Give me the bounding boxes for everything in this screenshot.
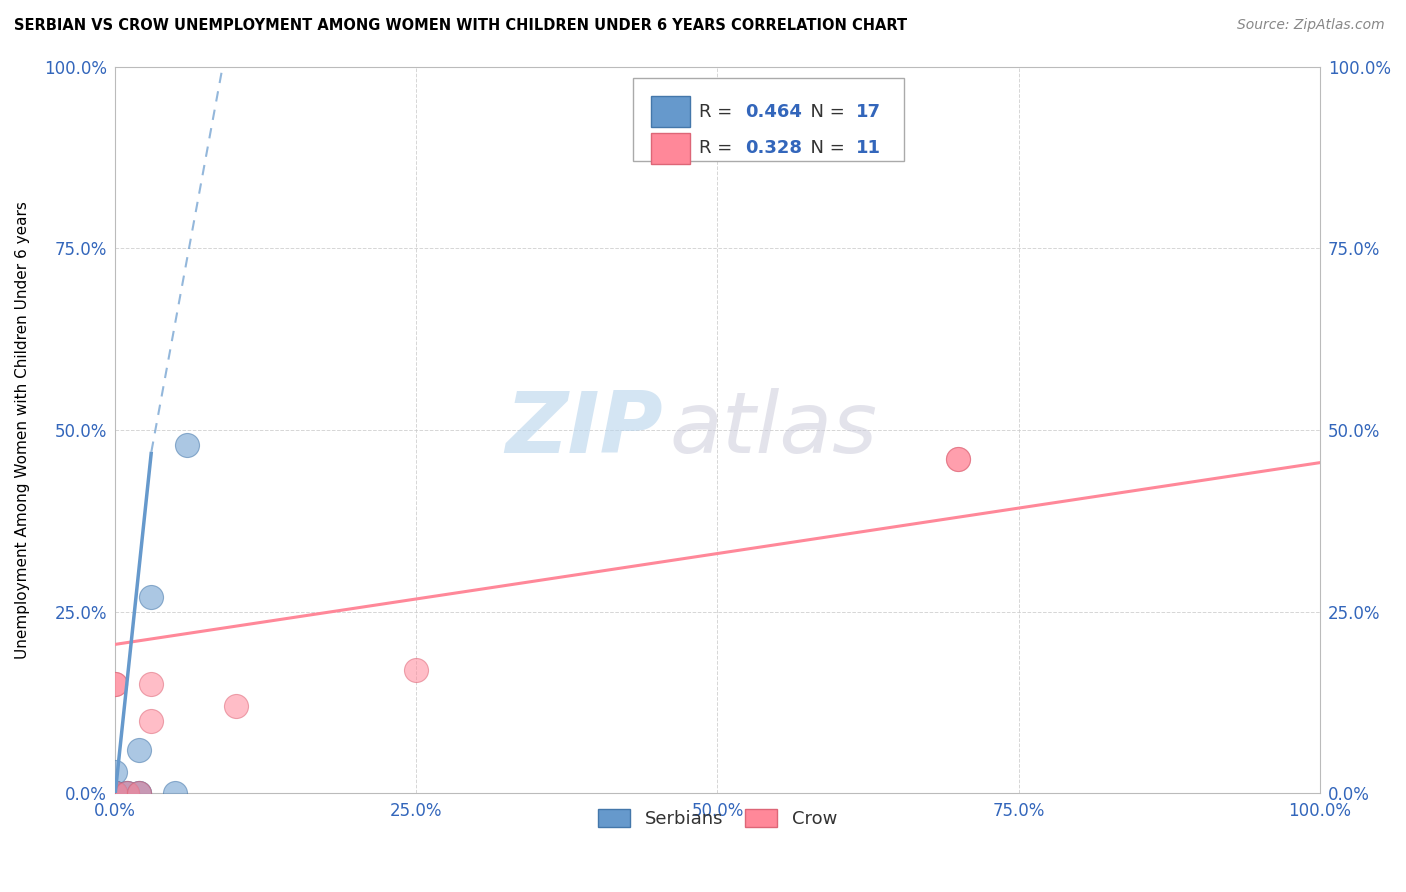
Point xyxy=(104,786,127,800)
Text: R =: R = xyxy=(699,103,738,120)
FancyBboxPatch shape xyxy=(633,78,904,161)
Text: atlas: atlas xyxy=(669,389,877,472)
Text: 17: 17 xyxy=(856,103,882,120)
Point xyxy=(104,786,127,800)
Point xyxy=(948,452,970,467)
FancyBboxPatch shape xyxy=(651,96,690,127)
Text: 11: 11 xyxy=(856,139,882,157)
Legend: Serbians, Crow: Serbians, Crow xyxy=(591,801,845,835)
Point xyxy=(948,452,970,467)
Point xyxy=(117,786,139,800)
Text: ZIP: ZIP xyxy=(506,389,664,472)
Y-axis label: Unemployment Among Women with Children Under 6 years: Unemployment Among Women with Children U… xyxy=(15,201,30,659)
Point xyxy=(104,786,127,800)
Point xyxy=(141,677,163,691)
Point xyxy=(104,786,127,800)
Point xyxy=(128,786,150,800)
Point xyxy=(176,437,198,451)
Point xyxy=(104,677,127,691)
Point xyxy=(104,786,127,800)
Text: Source: ZipAtlas.com: Source: ZipAtlas.com xyxy=(1237,18,1385,32)
Point xyxy=(128,786,150,800)
Point xyxy=(104,786,127,800)
Point xyxy=(104,677,127,691)
Point xyxy=(128,743,150,757)
Point xyxy=(165,786,187,800)
Text: R =: R = xyxy=(699,139,738,157)
Point xyxy=(141,714,163,728)
Text: N =: N = xyxy=(800,139,851,157)
Point xyxy=(128,786,150,800)
Text: N =: N = xyxy=(800,103,851,120)
Point xyxy=(117,786,139,800)
Point xyxy=(104,764,127,779)
Point xyxy=(405,663,427,677)
Text: 0.328: 0.328 xyxy=(745,139,803,157)
FancyBboxPatch shape xyxy=(651,133,690,163)
Point xyxy=(104,786,127,800)
Text: 0.464: 0.464 xyxy=(745,103,801,120)
Point xyxy=(117,786,139,800)
Point xyxy=(104,786,127,800)
Point xyxy=(141,590,163,604)
Point xyxy=(104,786,127,800)
Text: SERBIAN VS CROW UNEMPLOYMENT AMONG WOMEN WITH CHILDREN UNDER 6 YEARS CORRELATION: SERBIAN VS CROW UNEMPLOYMENT AMONG WOMEN… xyxy=(14,18,907,33)
Point xyxy=(225,699,247,714)
